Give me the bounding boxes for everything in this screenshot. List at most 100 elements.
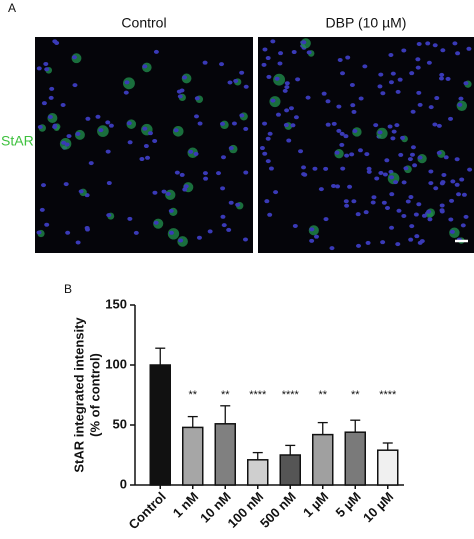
cell-nucleus — [329, 246, 335, 251]
cell-nucleus — [425, 41, 431, 46]
cell-nucleus — [302, 172, 308, 177]
cell-nucleus — [228, 146, 234, 151]
cell-nucleus — [389, 225, 395, 230]
cell-nucleus — [43, 61, 49, 66]
cell-nucleus — [168, 208, 174, 213]
cell-nucleus — [127, 216, 133, 221]
cell-nucleus — [393, 180, 399, 185]
cell-nucleus — [433, 186, 439, 191]
significance: **** — [379, 389, 397, 401]
cell-nucleus — [242, 237, 248, 242]
cell-nucleus — [174, 170, 180, 175]
cell-nucleus — [401, 48, 407, 53]
cell-nucleus — [358, 96, 364, 101]
cell-nucleus — [193, 114, 199, 119]
cell-nucleus — [454, 157, 460, 162]
cell-nucleus — [284, 85, 290, 90]
cell-nucleus — [344, 153, 350, 158]
cell-nucleus — [377, 130, 383, 135]
cell-nucleus — [387, 124, 393, 129]
cell-nucleus — [380, 91, 386, 96]
cell-nucleus — [409, 224, 415, 229]
y-axis-label: StAR integrated intensity — [71, 317, 86, 473]
cell-nucleus — [203, 176, 209, 181]
significance: ** — [188, 389, 197, 401]
cell-nucleus — [378, 72, 384, 77]
cell-nucleus — [459, 177, 465, 182]
cell-nucleus — [152, 190, 158, 195]
cell-nucleus — [415, 57, 421, 62]
cell-nucleus — [228, 200, 234, 205]
cell-nucleus — [188, 149, 194, 154]
cell-nucleus — [396, 208, 402, 213]
y-axis-label: (% of control) — [87, 353, 102, 437]
cell-nucleus — [443, 155, 449, 160]
cell-nucleus — [277, 61, 283, 66]
cell-nucleus — [182, 187, 188, 192]
cell-nucleus — [351, 199, 357, 204]
cell-nucleus — [75, 240, 81, 245]
cell-nucleus — [207, 229, 213, 234]
cell-nucleus — [291, 50, 297, 55]
cell-nucleus — [193, 151, 199, 156]
cell-nucleus — [142, 64, 148, 69]
row-label: StAR — [1, 133, 34, 149]
cell-nucleus — [323, 166, 329, 171]
cell-nucleus — [165, 191, 171, 196]
x-tick-label: 1 µM — [300, 489, 331, 520]
cell-nucleus — [336, 104, 342, 109]
cell-nucleus — [274, 76, 280, 81]
cell-nucleus — [105, 149, 111, 154]
cell-nucleus — [335, 184, 341, 189]
cell-nucleus — [449, 198, 455, 203]
cell-nucleus — [370, 200, 376, 205]
cell-nucleus — [143, 144, 149, 149]
cell-nucleus — [356, 243, 362, 248]
cell-nucleus — [265, 56, 271, 61]
cell-nucleus — [321, 91, 327, 96]
cell-nucleus — [417, 102, 423, 107]
cell-nucleus — [44, 222, 50, 227]
cell-nucleus — [400, 135, 406, 140]
micrograph — [35, 37, 253, 253]
cell-nucleus — [344, 203, 350, 208]
cell-nucleus — [40, 183, 46, 188]
cell-nucleus — [388, 80, 394, 85]
cell-nucleus — [173, 128, 179, 133]
panel-label: B — [64, 282, 72, 296]
cell-nucleus — [283, 123, 289, 128]
cell-nucleus — [318, 187, 324, 192]
cell-nucleus — [416, 202, 422, 207]
cell-nucleus — [295, 77, 301, 82]
cell-nucleus — [389, 192, 395, 197]
cell-nucleus — [463, 214, 469, 219]
cell-nucleus — [60, 102, 66, 107]
cell-nucleus — [221, 223, 227, 228]
cell-nucleus — [449, 229, 455, 234]
cell-nucleus — [408, 237, 414, 242]
cell-nucleus — [349, 82, 355, 87]
cell-nucleus — [226, 227, 232, 232]
cell-nucleus — [145, 155, 151, 160]
cell-nucleus — [78, 189, 84, 194]
cell-nucleus — [428, 181, 434, 186]
cell-nucleus — [168, 230, 174, 235]
significance: ** — [221, 389, 230, 401]
cell-nucleus — [441, 172, 447, 177]
cell-nucleus — [395, 89, 401, 94]
cell-nucleus — [179, 172, 185, 177]
cell-nucleus — [415, 65, 421, 70]
cell-nucleus — [88, 161, 94, 166]
cell-nucleus — [194, 96, 200, 101]
cell-nucleus — [52, 124, 58, 129]
cell-nucleus — [309, 227, 315, 232]
cell-nucleus — [439, 181, 445, 186]
cell-nucleus — [301, 40, 307, 45]
cell-nucleus — [340, 71, 346, 76]
cell-nucleus — [284, 108, 290, 113]
cell-nucleus — [417, 155, 423, 160]
cell-nucleus — [288, 106, 294, 111]
cell-nucleus — [417, 240, 423, 245]
cell-nucleus — [436, 123, 442, 128]
cell-nucleus — [448, 217, 454, 222]
